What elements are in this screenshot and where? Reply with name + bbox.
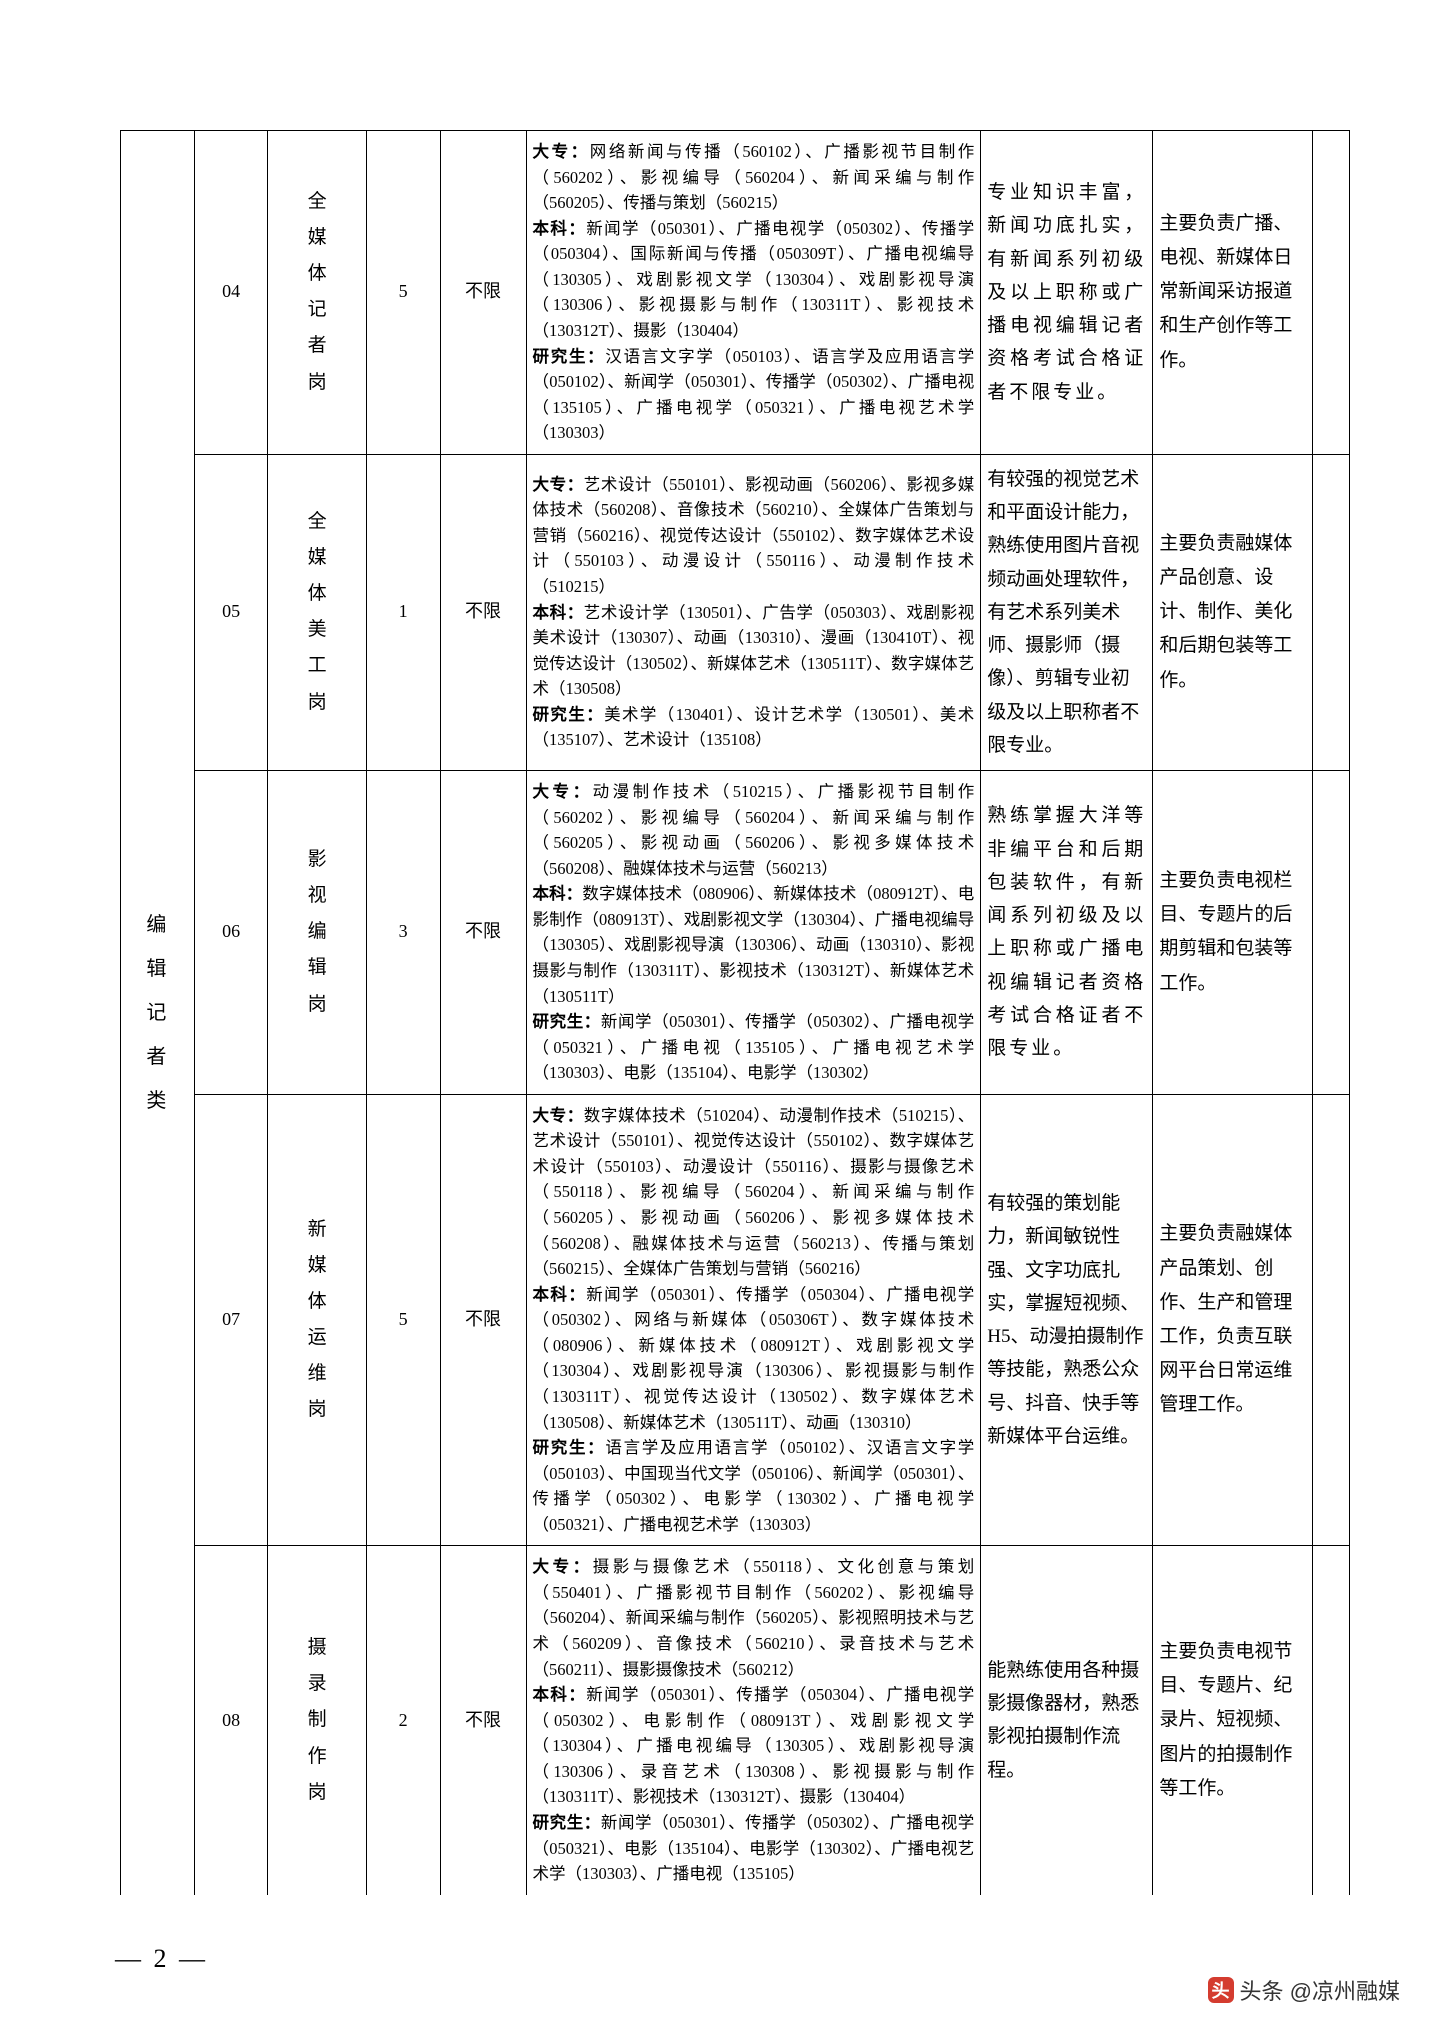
education: 不限	[440, 1094, 526, 1546]
requirements: 熟练掌握大洋等非编平台和后期包装软件，有新闻系列初级及以上职称或广播电视编辑记者…	[981, 771, 1153, 1095]
education: 不限	[440, 771, 526, 1095]
duties: 主要负责融媒体产品策划、创作、生产和管理工作，负责互联网平台日常运维管理工作。	[1153, 1094, 1313, 1546]
watermark-icon: 头	[1208, 1977, 1234, 2003]
post-code: 08	[194, 1546, 268, 1895]
quantity: 3	[366, 771, 440, 1095]
post-code: 07	[194, 1094, 268, 1546]
major-cell: 大专：网络新闻与传播（560102）、广播影视节目制作（560202）、影视编导…	[526, 131, 981, 455]
post-code: 04	[194, 131, 268, 455]
table-row: 07新媒体运维岗5不限大专：数字媒体技术（510204）、动漫制作技术（5102…	[121, 1094, 1350, 1546]
major-cell: 大专：动漫制作技术（510215）、广播影视节目制作（560202）、影视编导（…	[526, 771, 981, 1095]
duties: 主要负责融媒体产品创意、设计、制作、美化和后期包装等工作。	[1153, 454, 1313, 770]
table-row: 05全媒体美工岗1不限大专：艺术设计（550101）、影视动画（560206）、…	[121, 454, 1350, 770]
education: 不限	[440, 454, 526, 770]
post-name: 全媒体记者岗	[268, 131, 366, 455]
job-posting-table: 编辑记者类04全媒体记者岗5不限大专：网络新闻与传播（560102）、广播影视节…	[120, 130, 1350, 1895]
page-number: — 2 —	[115, 1944, 208, 1974]
major-cell: 大专：数字媒体技术（510204）、动漫制作技术（510215）、艺术设计（55…	[526, 1094, 981, 1546]
table-row: 06影视编辑岗3不限大专：动漫制作技术（510215）、广播影视节目制作（560…	[121, 771, 1350, 1095]
major-cell: 大专：艺术设计（550101）、影视动画（560206）、影视多媒体技术（560…	[526, 454, 981, 770]
quantity: 1	[366, 454, 440, 770]
post-code: 06	[194, 771, 268, 1095]
major-cell: 大专：摄影与摄像艺术（550118）、文化创意与策划（550401）、广播影视节…	[526, 1546, 981, 1895]
post-name: 影视编辑岗	[268, 771, 366, 1095]
table-row: 编辑记者类04全媒体记者岗5不限大专：网络新闻与传播（560102）、广播影视节…	[121, 131, 1350, 455]
table-row: 08摄录制作岗2不限大专：摄影与摄像艺术（550118）、文化创意与策划（550…	[121, 1546, 1350, 1895]
category-label: 编辑记者类	[121, 131, 195, 1895]
quantity: 5	[366, 131, 440, 455]
requirements: 有较强的视觉艺术和平面设计能力，熟练使用图片音视频动画处理软件，有艺术系列美术师…	[981, 454, 1153, 770]
blank-cell	[1313, 1094, 1350, 1546]
post-name: 新媒体运维岗	[268, 1094, 366, 1546]
duties: 主要负责广播、电视、新媒体日常新闻采访报道和生产创作等工作。	[1153, 131, 1313, 455]
requirements: 有较强的策划能力，新闻敏锐性强、文字功底扎实，掌握短视频、H5、动漫拍摄制作等技…	[981, 1094, 1153, 1546]
post-name: 全媒体美工岗	[268, 454, 366, 770]
blank-cell	[1313, 771, 1350, 1095]
blank-cell	[1313, 454, 1350, 770]
duties: 主要负责电视栏目、专题片的后期剪辑和包装等工作。	[1153, 771, 1313, 1095]
quantity: 2	[366, 1546, 440, 1895]
requirements: 能熟练使用各种摄影摄像器材，熟悉影视拍摄制作流程。	[981, 1546, 1153, 1895]
blank-cell	[1313, 131, 1350, 455]
watermark-text: 头条 @凉州融媒	[1240, 1974, 1400, 2006]
requirements: 专业知识丰富，新闻功底扎实，有新闻系列初级及以上职称或广播电视编辑记者资格考试合…	[981, 131, 1153, 455]
blank-cell	[1313, 1546, 1350, 1895]
duties: 主要负责电视节目、专题片、纪录片、短视频、图片的拍摄制作等工作。	[1153, 1546, 1313, 1895]
education: 不限	[440, 131, 526, 455]
post-name: 摄录制作岗	[268, 1546, 366, 1895]
education: 不限	[440, 1546, 526, 1895]
quantity: 5	[366, 1094, 440, 1546]
watermark: 头 头条 @凉州融媒	[1208, 1974, 1400, 2006]
post-code: 05	[194, 454, 268, 770]
